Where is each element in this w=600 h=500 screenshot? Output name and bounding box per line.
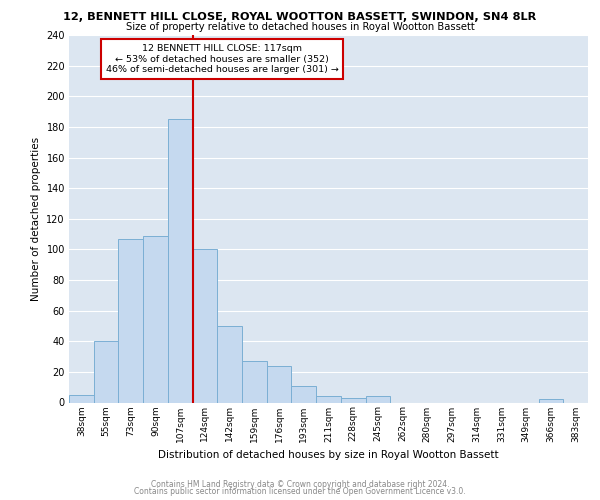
Y-axis label: Number of detached properties: Number of detached properties [31,136,41,301]
Bar [242,361,267,403]
Bar [341,398,365,402]
Text: 12, BENNETT HILL CLOSE, ROYAL WOOTTON BASSETT, SWINDON, SN4 8LR: 12, BENNETT HILL CLOSE, ROYAL WOOTTON BA… [64,12,536,22]
Bar [539,400,563,402]
Bar [292,386,316,402]
Text: 12 BENNETT HILL CLOSE: 117sqm
← 53% of detached houses are smaller (352)
46% of : 12 BENNETT HILL CLOSE: 117sqm ← 53% of d… [106,44,338,74]
Bar [365,396,390,402]
Bar [267,366,292,403]
Bar [217,326,242,402]
X-axis label: Distribution of detached houses by size in Royal Wootton Bassett: Distribution of detached houses by size … [158,450,499,460]
Text: Contains public sector information licensed under the Open Government Licence v3: Contains public sector information licen… [134,487,466,496]
Text: Size of property relative to detached houses in Royal Wootton Bassett: Size of property relative to detached ho… [125,22,475,32]
Bar [69,395,94,402]
Bar [193,250,217,402]
Bar [118,238,143,402]
Bar [94,341,118,402]
Bar [316,396,341,402]
Bar [143,236,168,402]
Text: Contains HM Land Registry data © Crown copyright and database right 2024.: Contains HM Land Registry data © Crown c… [151,480,449,489]
Bar [168,119,193,403]
